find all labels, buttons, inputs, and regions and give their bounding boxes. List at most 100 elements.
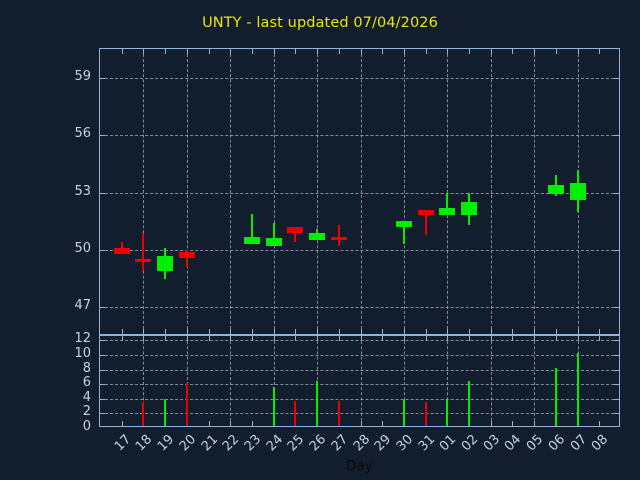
price-axis-tick [614,135,619,137]
x-tick-label: 30 [393,432,417,455]
price-gridline [273,49,275,334]
volume-bar [554,367,557,426]
x-tick-label: 01 [437,432,460,455]
price-axis-tick [614,249,619,251]
price-x-tick [534,49,536,54]
price-x-tick [251,49,253,54]
x-tick-label: 02 [458,432,482,455]
price-x-tick [469,49,471,54]
price-axis-tick [100,77,105,79]
x-tick-label: 08 [589,432,612,455]
price-gridline [100,77,619,79]
candle-body [265,238,282,247]
price-x-tick [382,329,384,334]
volume-bar [337,401,340,426]
volume-bar [424,401,427,426]
price-x-tick [143,329,145,334]
price-x-tick [512,329,514,334]
price-x-tick [186,49,188,54]
price-x-tick [490,49,492,54]
x-tick-label: 21 [198,432,221,455]
volume-gridline [100,369,619,371]
volume-axis-tick [614,384,619,386]
volume-y-tick-label: 6 [82,375,91,391]
x-tick-label: 25 [285,432,308,455]
volume-gridline [100,354,619,356]
price-x-tick [230,329,232,334]
candle-body [243,236,260,245]
candle-wick [446,192,449,216]
volume-bar [164,398,167,426]
volume-x-tick [534,336,536,341]
volume-chart-panel [99,335,620,427]
candle-body [417,209,434,216]
price-x-tick [165,49,167,54]
volume-x-tick [490,336,492,341]
volume-gridline [100,340,619,342]
price-x-tick [599,329,601,334]
x-tick-label: 07 [567,432,590,455]
price-x-tick [360,49,362,54]
volume-gridline [360,336,362,426]
price-axis-tick [614,77,619,79]
candle-wick [402,221,405,245]
candle-wick [250,213,253,245]
price-x-tick [403,49,405,54]
candle-wick [142,232,145,271]
volume-y-tick-label: 4 [82,389,91,405]
x-tick-label: 31 [415,432,438,455]
candle-body [157,255,174,271]
candle-wick [120,242,123,254]
volume-gridline [100,398,619,400]
volume-x-tick [317,336,319,341]
volume-x-tick [273,336,275,341]
x-tick-label: 29 [372,432,395,455]
volume-x-tick [121,336,123,341]
price-x-tick [165,329,167,334]
price-x-tick [403,329,405,334]
volume-x-tick [599,336,601,341]
volume-x-tick [469,336,471,341]
x-tick-label: 19 [154,432,178,455]
price-gridline [100,249,619,251]
price-gridline [534,49,536,334]
price-axis-tick [100,192,105,194]
x-tick-label: 04 [502,432,525,455]
price-x-tick [251,329,253,334]
volume-gridline [490,336,492,426]
candle-body [309,232,326,241]
price-x-tick [555,49,557,54]
price-x-tick [338,49,340,54]
volume-x-tick [165,336,167,341]
volume-x-tick [208,421,210,426]
candle-body [569,182,586,201]
volume-axis-tick [100,340,105,342]
volume-y-tick-label: 10 [74,345,91,361]
chart-title: UNTY - last updated 07/04/2026 [202,15,438,31]
volume-x-tick [186,336,188,341]
volume-x-tick [577,336,579,341]
volume-axis-tick [614,398,619,400]
volume-x-tick [360,336,362,341]
price-y-tick-label: 59 [74,68,91,84]
volume-axis-tick [614,340,619,342]
x-tick-label: 22 [220,432,243,455]
volume-bar [402,399,405,426]
price-x-tick [534,329,536,334]
volume-x-tick [143,336,145,341]
price-gridline [490,49,492,334]
candle-body [287,226,304,233]
volume-x-tick [555,336,557,341]
price-x-tick [490,329,492,334]
price-plot-area [100,49,619,334]
x-tick-label: 27 [328,432,351,455]
volume-bar [576,352,579,426]
x-tick-label: 26 [306,432,330,455]
volume-x-tick [490,421,492,426]
price-gridline [100,307,619,309]
price-gridline [317,49,319,334]
price-x-tick [382,49,384,54]
volume-bar [316,380,319,426]
price-axis-tick [614,192,619,194]
volume-x-tick [251,421,253,426]
